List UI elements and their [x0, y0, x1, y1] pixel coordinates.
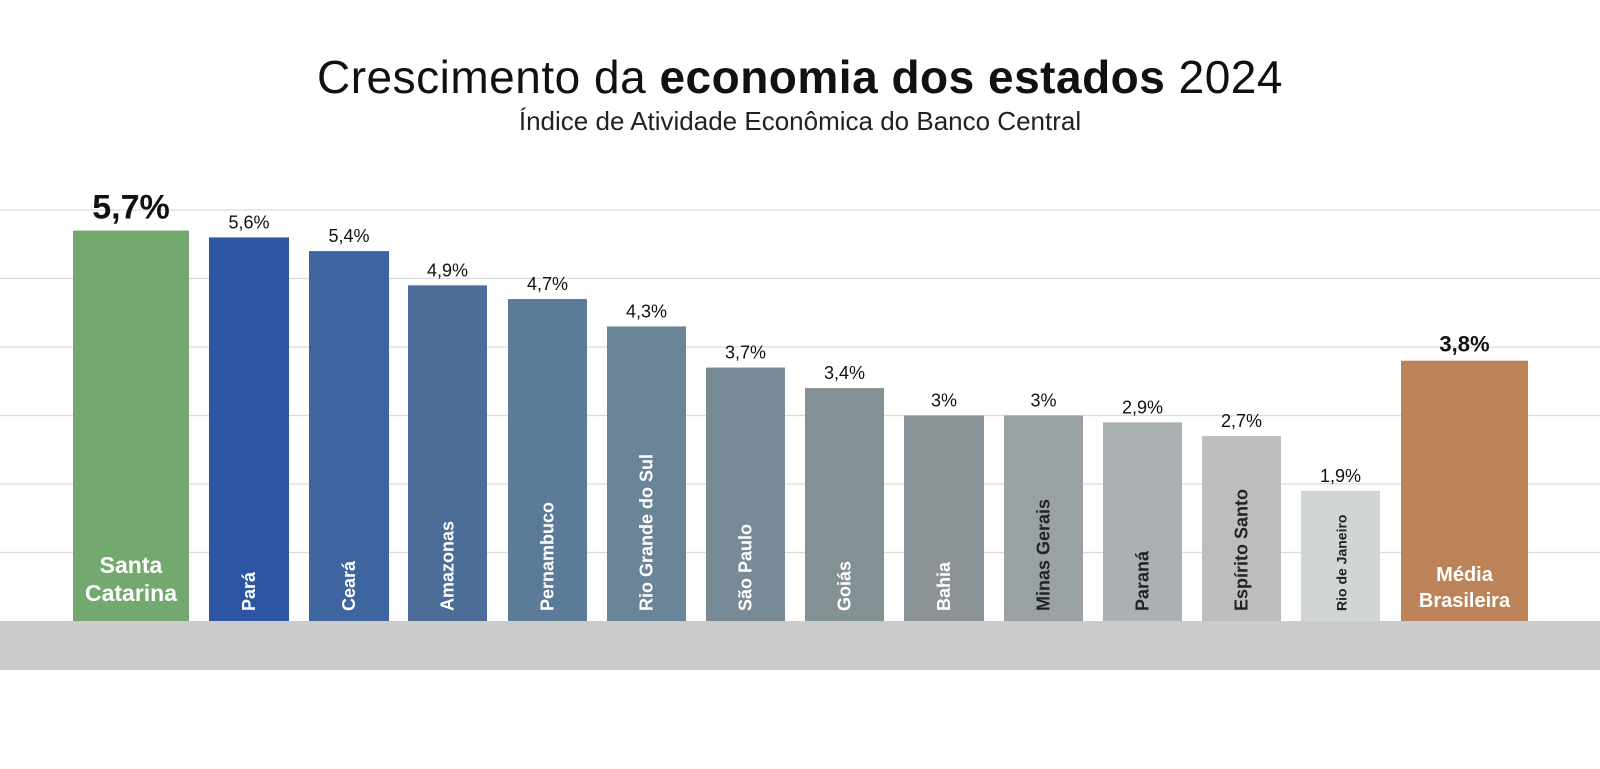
category-label-bahia: Bahia: [934, 561, 954, 611]
value-label-rio-grande-do-sul: 4,3%: [626, 301, 667, 321]
value-label-rio-de-janeiro: 1,9%: [1320, 466, 1361, 486]
bar-amazonas: [408, 285, 487, 621]
category-label-pernambuco: Pernambuco: [538, 502, 558, 611]
category-label-sao-paulo: São Paulo: [736, 524, 756, 611]
bar-rio-grande-do-sul: [607, 326, 686, 621]
value-label-pernambuco: 4,7%: [527, 274, 568, 294]
value-label-ceara: 5,4%: [328, 226, 369, 246]
value-label-goias: 3,4%: [824, 363, 865, 383]
bar-rio-de-janeiro: [1301, 490, 1380, 621]
value-label-media-brasileira: 3,8%: [1439, 332, 1489, 357]
value-label-amazonas: 4,9%: [427, 260, 468, 280]
bar-pernambuco: [508, 299, 587, 621]
bar-ceara: [309, 251, 389, 621]
chart-subtitle: Índice de Atividade Econômica do Banco C…: [518, 106, 1082, 136]
value-label-sao-paulo: 3,7%: [725, 343, 766, 363]
value-label-santa-catarina: 5,7%: [92, 189, 170, 227]
category-label-goias: Goiás: [835, 561, 855, 611]
value-label-bahia: 3%: [931, 391, 957, 411]
title-part-2: 2024: [1165, 51, 1283, 103]
category-label-minas-gerais: Minas Gerais: [1034, 499, 1054, 611]
category-label-santa-catarina: Santa Catarina: [85, 552, 177, 606]
category-label-media-brasileira: Média Brasileira: [1419, 564, 1511, 612]
bar-minas-gerais: [1004, 415, 1083, 621]
value-label-espirito-santo: 2,7%: [1221, 411, 1262, 431]
value-label-minas-gerais: 3%: [1030, 391, 1056, 411]
category-label-rio-de-janeiro: Rio de Janeiro: [1334, 515, 1350, 611]
category-label-amazonas: Amazonas: [438, 521, 458, 611]
bar-espirito-santo: [1202, 436, 1281, 621]
title-bold-part: economia dos estados: [659, 51, 1166, 103]
bar-para: [209, 237, 289, 621]
chart-baseline: [0, 621, 1600, 670]
category-label-ceara: Ceará: [339, 560, 359, 611]
bar-media-brasileira: [1401, 360, 1528, 621]
category-label-para: Pará: [239, 571, 259, 611]
bar-parana: [1103, 422, 1182, 621]
value-label-para: 5,6%: [228, 212, 269, 232]
category-label-rio-grande-do-sul: Rio Grande do Sul: [637, 454, 657, 611]
value-label-parana: 2,9%: [1122, 397, 1163, 417]
bar-santa-catarina: [73, 230, 189, 622]
category-label-parana: Paraná: [1133, 550, 1153, 611]
bar-bahia: [904, 415, 984, 621]
title-part-1: Crescimento da: [317, 51, 660, 103]
bar-sao-paulo: [706, 367, 785, 621]
chart-title: Crescimento da economia dos estados 2024: [0, 50, 1600, 104]
bar-goias: [805, 388, 884, 621]
category-label-espirito-santo: Espírito Santo: [1232, 489, 1252, 611]
